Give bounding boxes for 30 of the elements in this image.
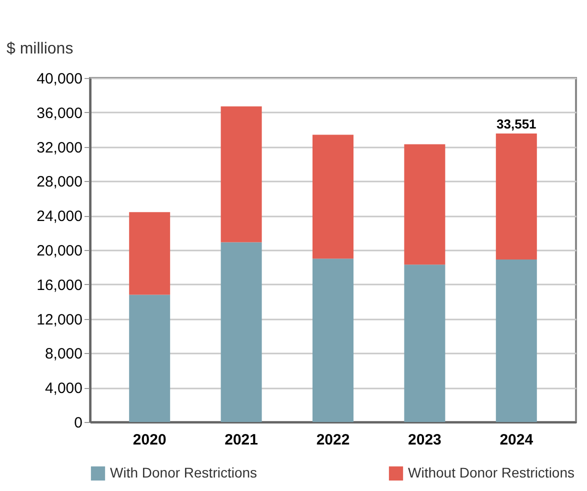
legend-label: Without Donor Restrictions bbox=[408, 464, 575, 480]
x-tick-label: 2023 bbox=[408, 432, 442, 448]
x-tick-label: 2021 bbox=[224, 432, 258, 448]
y-tick-label: 12,000 bbox=[36, 311, 82, 328]
bar bbox=[404, 264, 446, 422]
bar bbox=[496, 259, 537, 422]
bar bbox=[129, 212, 170, 295]
y-tick-label: 24,000 bbox=[36, 208, 82, 226]
y-tick-label: 20,000 bbox=[36, 242, 82, 260]
bar bbox=[129, 294, 170, 422]
y-tick-label: 4,000 bbox=[44, 380, 82, 398]
legend-label: With Donor Restrictions bbox=[110, 464, 258, 480]
bar bbox=[220, 106, 262, 242]
bar bbox=[312, 258, 354, 422]
x-tick-label: 2022 bbox=[316, 432, 350, 448]
total-label: 33,551 bbox=[496, 116, 536, 132]
y-tick-label: 8,000 bbox=[44, 346, 82, 363]
y-axis-title: $ millions bbox=[6, 40, 74, 58]
x-tick-label: 2024 bbox=[500, 432, 534, 448]
y-tick-label: 16,000 bbox=[36, 276, 82, 294]
bar bbox=[220, 242, 262, 422]
bar bbox=[404, 144, 446, 265]
bar bbox=[312, 134, 354, 259]
y-tick-label: 36,000 bbox=[36, 104, 82, 122]
y-tick-label: 32,000 bbox=[36, 139, 82, 156]
y-tick-label: 28,000 bbox=[36, 174, 82, 191]
x-tick-label: 2020 bbox=[132, 432, 166, 448]
bar bbox=[496, 133, 537, 260]
y-tick-label: 0 bbox=[74, 414, 82, 432]
y-tick-label: 40,000 bbox=[36, 70, 82, 88]
